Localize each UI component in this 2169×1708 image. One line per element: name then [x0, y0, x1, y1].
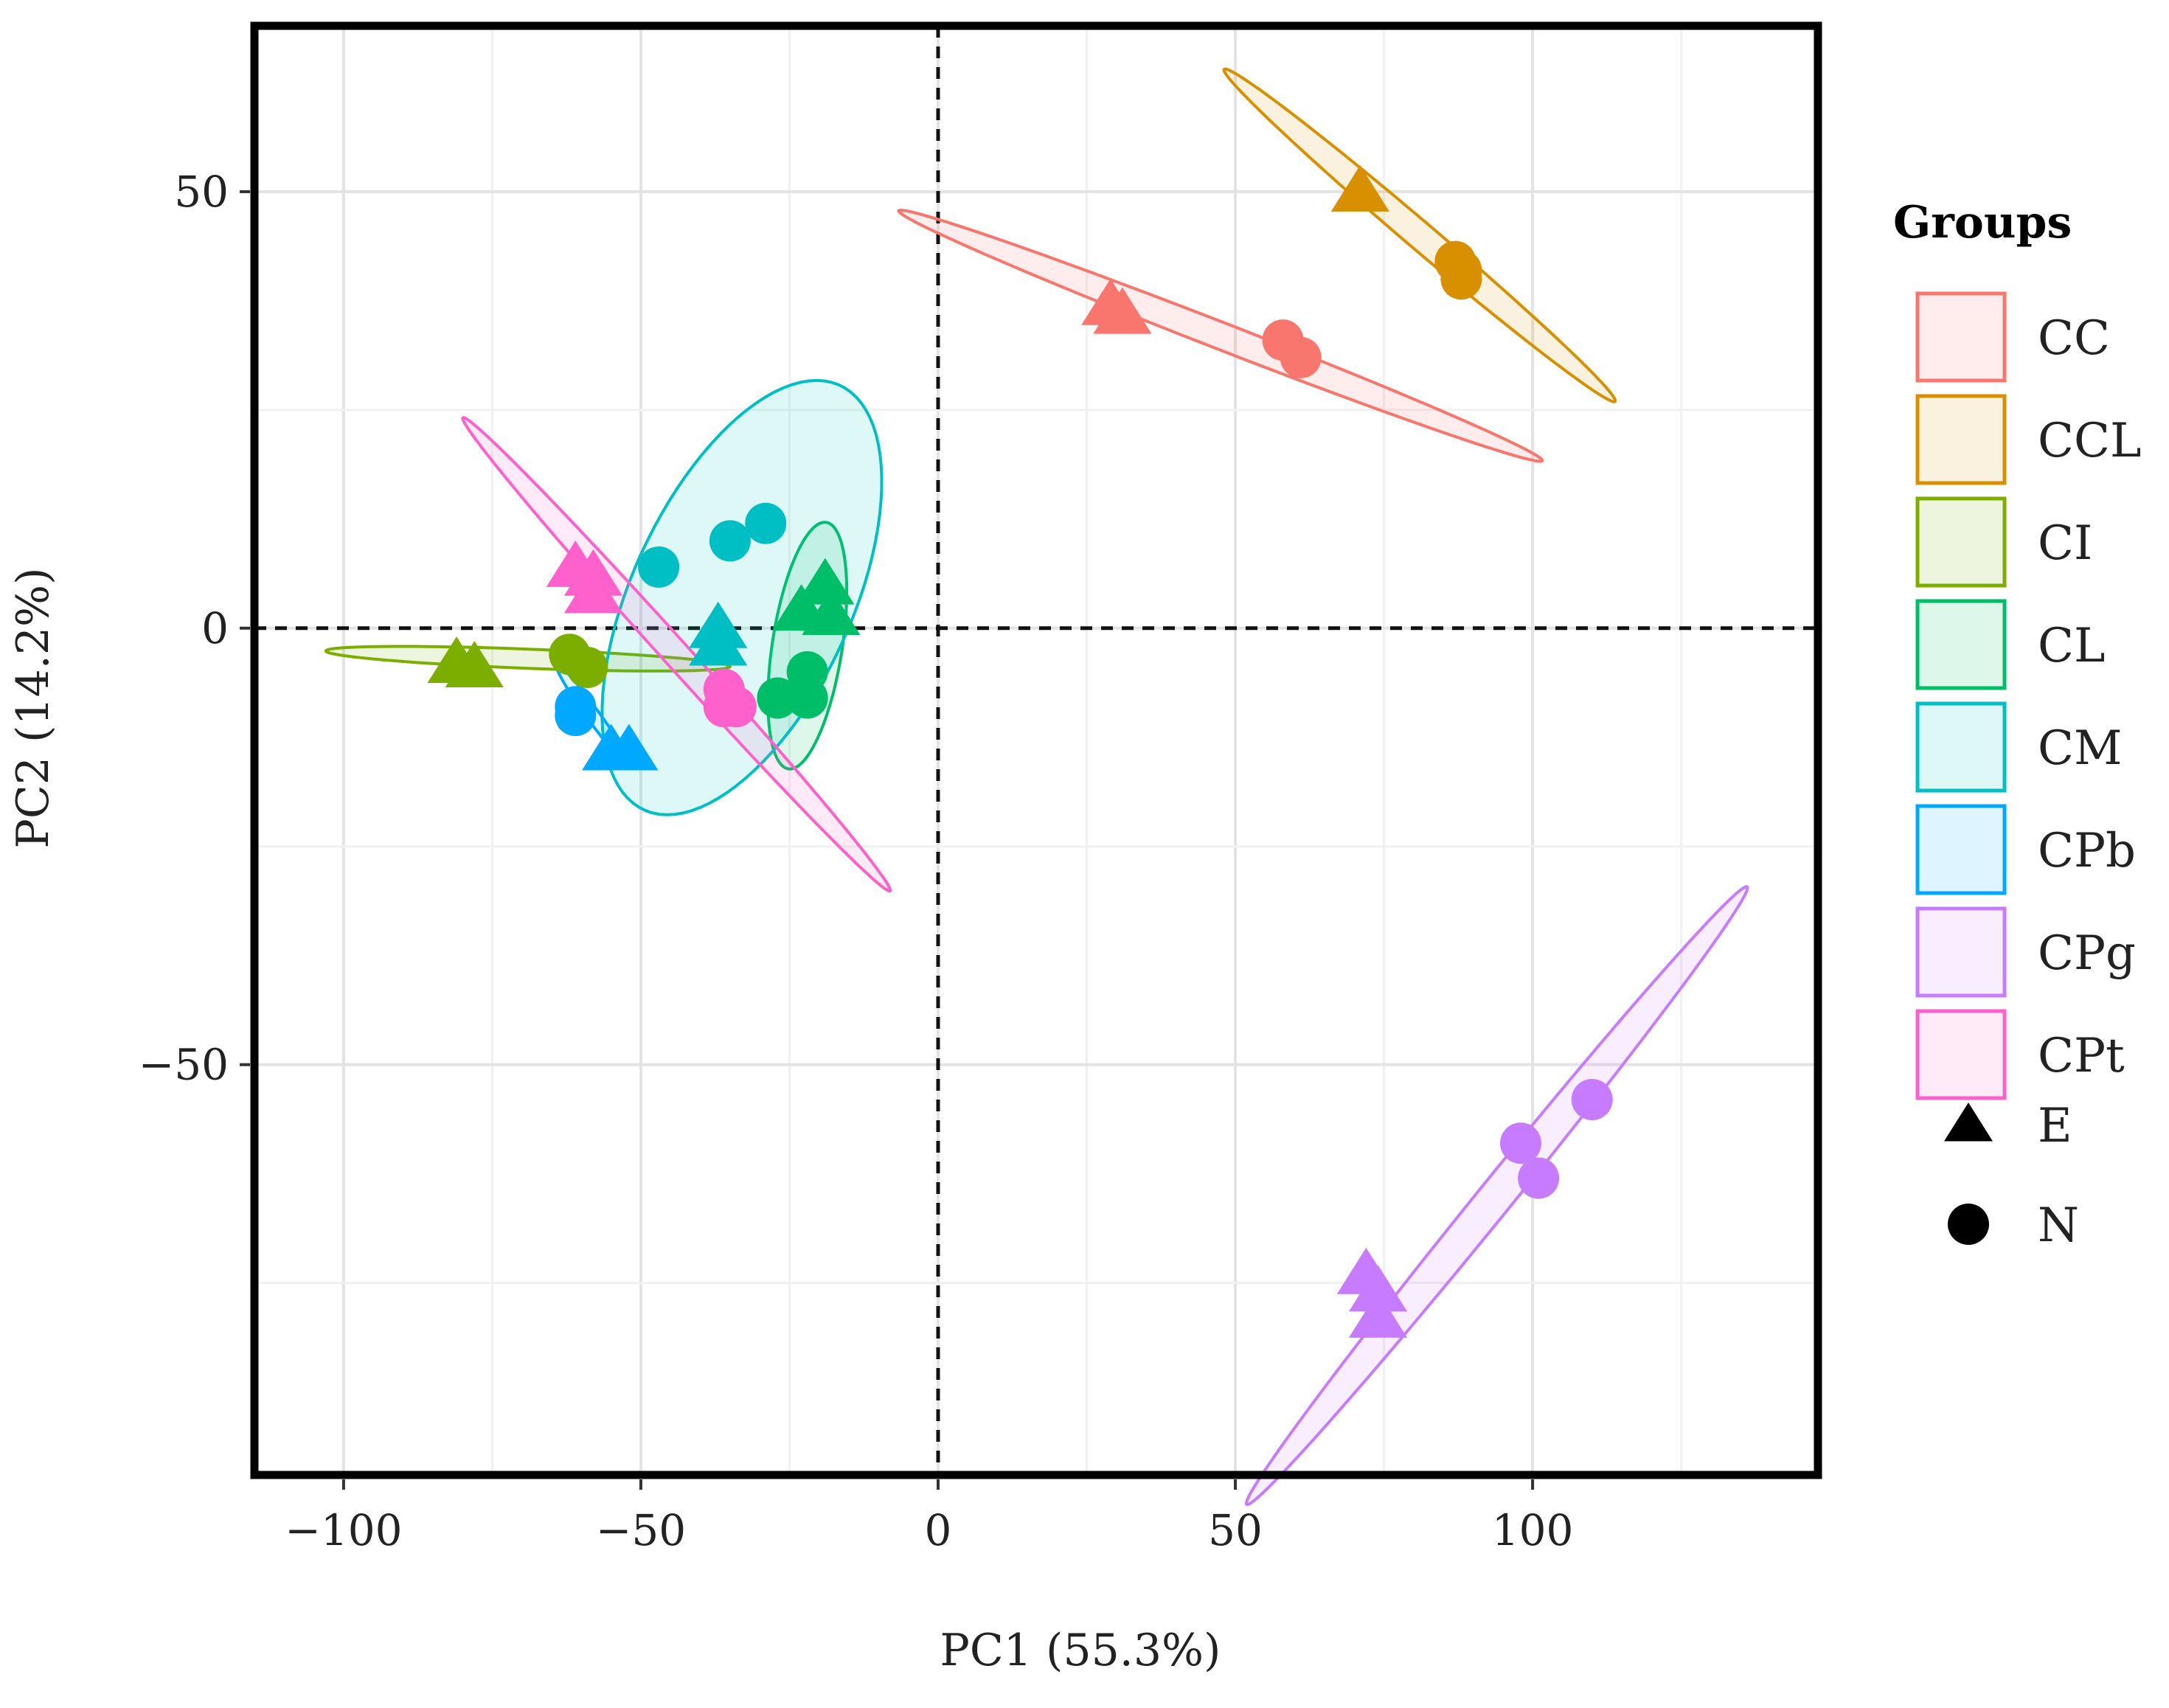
x-axis-title: PC1 (55.3%)	[940, 1625, 1221, 1676]
legend-key-cl	[1915, 599, 2007, 690]
point-cpb-triangle	[600, 723, 659, 771]
point-cl-triangle	[796, 558, 855, 605]
legend-shape-label-n: N	[2038, 1198, 2079, 1253]
plot-border	[250, 21, 1822, 1479]
point-cpg-triangle	[1348, 1265, 1408, 1312]
legend: Groups CC CCL CI CL CM CPb CPg CPt EN	[1893, 197, 2141, 1253]
grid	[254, 26, 1818, 1475]
legend-triangle-icon	[1944, 1103, 1993, 1142]
point-ci-triangle	[445, 641, 504, 688]
legend-key-cpt	[1915, 1009, 2007, 1100]
y-axis-title: PC2 (14.2%)	[7, 568, 59, 849]
point-cm-circle	[745, 502, 787, 544]
point-cl-circle	[786, 677, 828, 719]
legend-label-cpt: CPt	[2038, 1029, 2125, 1083]
point-cc-circle	[1280, 336, 1322, 378]
legend-label-ci: CI	[2038, 516, 2092, 571]
point-cl-circle	[757, 677, 799, 719]
point-cpb-circle	[555, 695, 597, 737]
legend-label-cpg: CPg	[2038, 926, 2136, 981]
point-cm-triangle	[689, 619, 748, 666]
legend-label-cpb: CPb	[2038, 824, 2136, 878]
legend-key-ci	[1915, 496, 2007, 588]
point-ci-circle	[566, 647, 608, 689]
x-tick-label: 50	[1208, 1505, 1263, 1555]
ellipse-cpt	[461, 416, 892, 893]
point-cpg-circle	[1571, 1078, 1613, 1120]
point-cpt-triangle	[563, 566, 623, 614]
ellipse-cc	[897, 208, 1544, 463]
legend-key-cm	[1915, 701, 2007, 793]
y-tick-label: 0	[201, 603, 229, 653]
ellipse-cpg	[1244, 885, 1749, 1507]
legend-label-cl: CL	[2038, 619, 2105, 673]
point-cpt-circle	[715, 686, 757, 728]
legend-key-cc	[1915, 291, 2007, 383]
point-cc-triangle	[1093, 287, 1152, 334]
x-tick-label: 100	[1492, 1505, 1574, 1555]
ellipse-cm	[600, 378, 884, 816]
ellipse-ci	[324, 645, 732, 673]
x-tick-label: 0	[925, 1505, 952, 1555]
x-tick-label: −100	[285, 1505, 402, 1555]
legend-label-cm: CM	[2038, 721, 2123, 776]
ellipse-ccl	[1222, 67, 1617, 403]
point-ccl-circle	[1440, 249, 1482, 291]
y-tick-label: 50	[174, 167, 229, 217]
legend-label-cc: CC	[2038, 311, 2110, 366]
legend-title: Groups	[1893, 197, 2072, 249]
legend-circle-icon	[1948, 1204, 1989, 1245]
point-cpg-circle	[1499, 1122, 1541, 1164]
axes: −100 −50 0 50 100 −50 0 50	[139, 167, 1574, 1555]
legend-key-cpb	[1915, 804, 2007, 895]
legend-key-ccl	[1915, 394, 2007, 485]
point-cpg-triangle	[1348, 1291, 1408, 1338]
point-ccl-triangle	[1330, 164, 1389, 212]
x-tick-label: −50	[596, 1505, 686, 1555]
legend-key-cpg	[1915, 906, 2007, 998]
point-cm-circle	[638, 546, 680, 588]
data-points	[427, 164, 1613, 1338]
point-cl-triangle	[802, 589, 861, 636]
point-cpg-circle	[1518, 1157, 1560, 1199]
legend-shape-label-e: E	[2038, 1099, 2072, 1153]
point-cm-circle	[709, 520, 751, 562]
legend-label-ccl: CCL	[2038, 414, 2141, 468]
confidence-ellipses	[324, 67, 1749, 1507]
y-tick-label: −50	[139, 1040, 229, 1090]
reference-lines	[254, 26, 1818, 1475]
